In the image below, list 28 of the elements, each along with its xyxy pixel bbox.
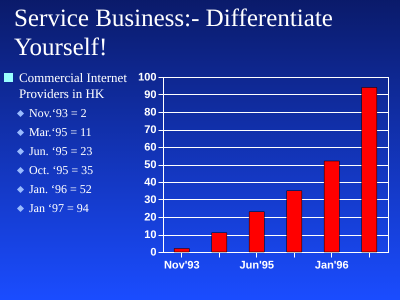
- bar: [211, 232, 228, 252]
- y-tick-label: 50: [144, 159, 156, 171]
- text: Jan. ‘96 = 52: [29, 181, 92, 197]
- y-tick-label: 60: [144, 142, 156, 154]
- y-tick-label: 30: [144, 194, 156, 206]
- text: Nov.‘93 = 2: [29, 105, 87, 121]
- text: Oct. ‘95 = 35: [29, 162, 94, 178]
- text: Jan ‘97 = 94: [29, 200, 89, 216]
- bar: [361, 87, 378, 252]
- text: Commercial Internet Providers in HK: [19, 70, 128, 102]
- y-tick-label: 10: [144, 229, 156, 241]
- bar: [324, 160, 340, 252]
- x-tick-label: Jun'95: [240, 260, 274, 272]
- y-tick-label: 0: [150, 246, 156, 258]
- y-tick-label: 100: [138, 72, 156, 84]
- y-tick-label: 20: [144, 212, 156, 224]
- bar: [248, 212, 265, 252]
- chart-title: Service Business:- Differentiate Yourself!: [14, 4, 334, 62]
- bar: [286, 190, 302, 252]
- y-tick-label: 80: [144, 106, 156, 118]
- x-tick-label: Jan'96: [314, 260, 349, 272]
- x-tick-label: Nov'93: [164, 260, 200, 272]
- y-tick-label: 90: [144, 89, 156, 101]
- y-tick-label: 70: [144, 124, 156, 136]
- bar: [174, 248, 190, 252]
- y-tick-label: 40: [144, 176, 156, 188]
- text: Jun. ‘95 = 23: [29, 143, 92, 159]
- text: Mar.‘95 = 11: [29, 124, 92, 140]
